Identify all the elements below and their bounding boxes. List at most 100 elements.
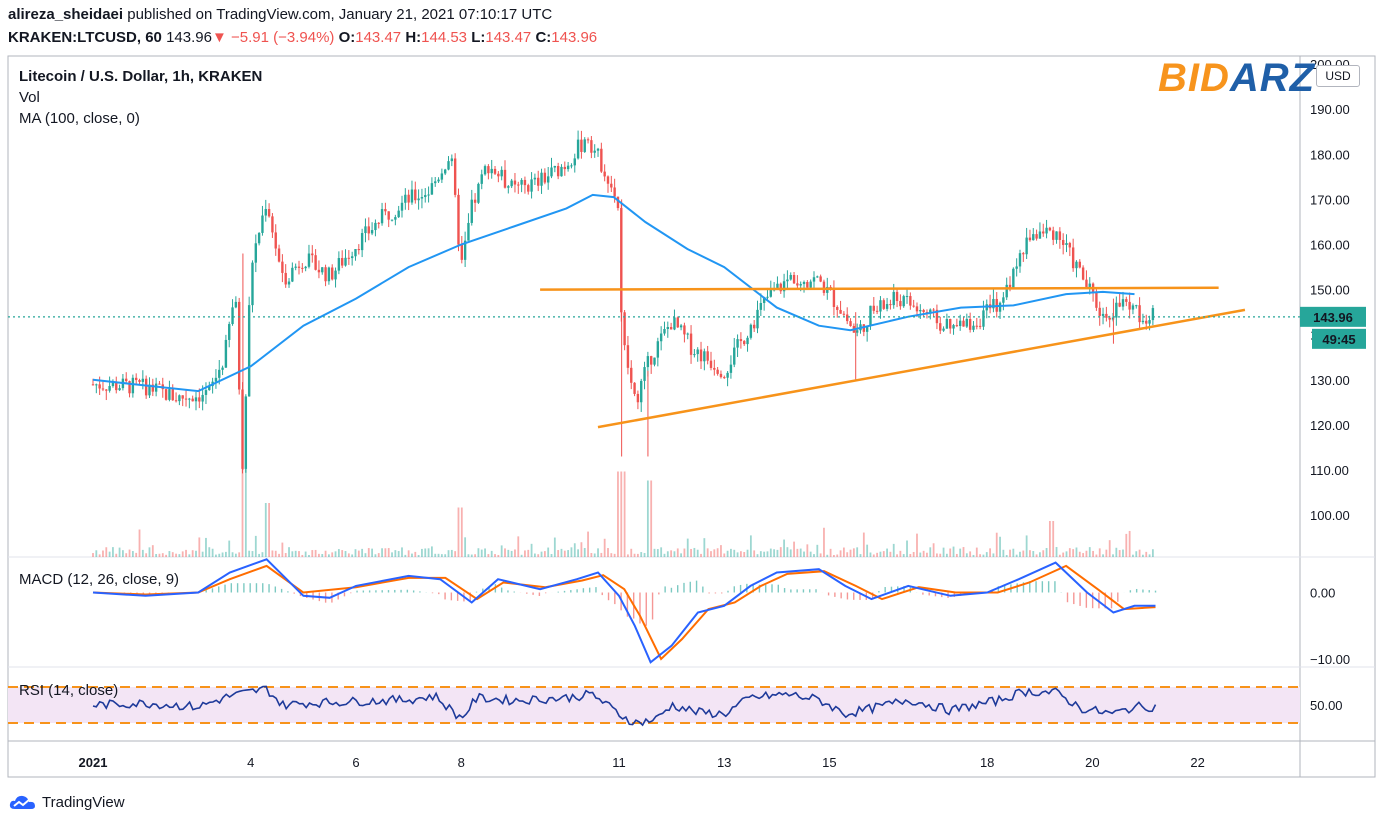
macd-tick-label: 0.00 bbox=[1310, 586, 1335, 601]
price-tick-label: 130.00 bbox=[1310, 373, 1350, 388]
candle-body bbox=[1045, 227, 1048, 234]
candle-body bbox=[214, 377, 218, 382]
candle-body bbox=[417, 198, 420, 201]
candle-body bbox=[350, 256, 354, 259]
volume-bar bbox=[434, 553, 437, 557]
candle-body bbox=[434, 181, 437, 184]
volume-bar bbox=[500, 545, 503, 557]
rsi-line bbox=[92, 685, 1157, 727]
volume-bar bbox=[557, 550, 560, 557]
down-arrow-icon: ▼ bbox=[211, 29, 227, 46]
volume-bar bbox=[221, 552, 224, 557]
candle-body bbox=[493, 168, 497, 174]
volume-bar bbox=[636, 553, 639, 557]
volume-bar bbox=[361, 548, 364, 557]
volume-bar bbox=[607, 548, 609, 557]
volume-bar bbox=[234, 553, 237, 557]
volume-bar bbox=[138, 529, 141, 557]
volume-bar bbox=[520, 554, 523, 557]
volume-bar bbox=[656, 549, 659, 557]
volume-bar bbox=[876, 552, 879, 557]
volume-bar bbox=[597, 548, 599, 557]
macd-tick-label: −10.00 bbox=[1310, 652, 1350, 667]
candle-body bbox=[779, 283, 782, 292]
candle-body bbox=[716, 369, 719, 374]
author-name[interactable]: alireza_sheidaei bbox=[8, 6, 124, 23]
candle-body bbox=[101, 388, 105, 390]
volume-bar bbox=[1009, 549, 1011, 557]
vol-legend[interactable]: Vol bbox=[19, 89, 40, 106]
currency-button[interactable]: USD bbox=[1316, 65, 1360, 87]
volume-bar bbox=[1108, 540, 1111, 557]
volume-bar bbox=[783, 539, 785, 557]
volume-bars bbox=[92, 467, 1154, 557]
volume-bar bbox=[1039, 552, 1041, 557]
rsi-tick-label: 50.00 bbox=[1310, 698, 1343, 713]
candle-body bbox=[849, 321, 852, 327]
volume-bar bbox=[102, 550, 104, 557]
candle-body bbox=[1115, 302, 1118, 318]
main-legend-title[interactable]: Litecoin / U.S. Dollar, 1h, KRAKEN bbox=[19, 68, 263, 85]
volume-bar bbox=[450, 549, 453, 557]
macd-line bbox=[92, 558, 1156, 664]
volume-bar bbox=[842, 547, 845, 557]
volume-bar bbox=[833, 554, 835, 557]
candle-body bbox=[606, 176, 610, 184]
volume-bar bbox=[324, 550, 327, 557]
time-tick-label: 13 bbox=[717, 755, 731, 770]
candle-body bbox=[218, 369, 221, 378]
volume-bar bbox=[1132, 554, 1134, 557]
candle-body bbox=[513, 180, 517, 185]
volume-bar bbox=[298, 551, 300, 557]
volume-bar bbox=[181, 551, 184, 557]
volume-bar bbox=[357, 550, 360, 557]
volume-bar bbox=[759, 551, 762, 557]
volume-bar bbox=[1092, 550, 1094, 557]
candle-body bbox=[284, 272, 287, 285]
candle-body bbox=[334, 270, 337, 280]
volume-bar bbox=[610, 553, 613, 557]
candle-body bbox=[108, 386, 111, 391]
candle-body bbox=[453, 158, 457, 195]
volume-bar bbox=[271, 550, 274, 557]
candle-body bbox=[726, 372, 729, 378]
volume-bar bbox=[1075, 547, 1078, 557]
volume-bar bbox=[786, 547, 789, 557]
volume-bar bbox=[430, 546, 433, 557]
volume-bar bbox=[1122, 549, 1124, 557]
volume-bar bbox=[1032, 551, 1035, 557]
candle-body bbox=[500, 169, 503, 177]
candle-body bbox=[198, 397, 201, 402]
macd-legend[interactable]: MACD (12, 26, close, 9) bbox=[19, 571, 180, 588]
time-tick-label: 8 bbox=[458, 755, 465, 770]
volume-bar bbox=[839, 550, 842, 557]
volume-bar bbox=[484, 548, 486, 557]
volume-bar bbox=[112, 547, 114, 557]
candle-body bbox=[105, 389, 108, 391]
volume-bar bbox=[98, 554, 101, 557]
candle-body bbox=[882, 300, 885, 309]
volume-bar bbox=[231, 552, 234, 557]
candle-body bbox=[546, 176, 550, 183]
volume-bar bbox=[1112, 554, 1114, 557]
candle-body bbox=[134, 377, 138, 381]
rsi-legend[interactable]: RSI (14, close) bbox=[19, 682, 119, 699]
tradingview-logo[interactable]: TradingView bbox=[8, 792, 125, 812]
volume-bar bbox=[417, 554, 420, 557]
candle-body bbox=[749, 324, 753, 338]
candle-body bbox=[394, 217, 397, 220]
ma-legend[interactable]: MA (100, close, 0) bbox=[19, 110, 140, 127]
candle-body bbox=[174, 400, 178, 402]
candle-body bbox=[640, 380, 643, 403]
volume-bar bbox=[826, 554, 829, 557]
candle-body bbox=[869, 305, 872, 326]
candle-body bbox=[975, 325, 978, 327]
volume-bar bbox=[749, 535, 752, 557]
volume-bar bbox=[171, 552, 174, 557]
volume-bar bbox=[543, 551, 546, 557]
candle-body bbox=[264, 209, 267, 216]
candle-body bbox=[1018, 253, 1022, 267]
time-tick-label: 11 bbox=[612, 755, 626, 770]
volume-bar bbox=[796, 548, 799, 557]
